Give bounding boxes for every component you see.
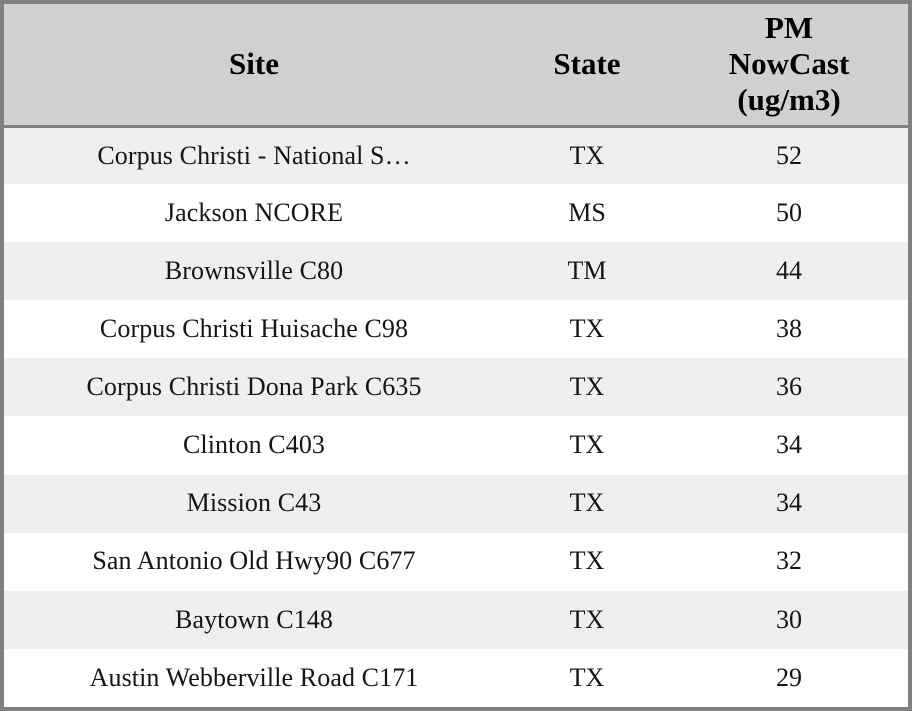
cell-pm-nowcast: 36 xyxy=(670,358,908,417)
cell-state: MS xyxy=(504,184,670,243)
cell-pm-nowcast: 52 xyxy=(670,126,908,185)
cell-site: Corpus Christi Huisache C98 xyxy=(4,300,504,359)
table-header-row: Site State PM NowCast (ug/m3) xyxy=(4,4,908,128)
cell-state: TX xyxy=(504,300,670,359)
cell-site: Baytown C148 xyxy=(4,590,504,649)
cell-site: Corpus Christi Dona Park C635 xyxy=(4,358,504,417)
cell-site: Brownsville C80 xyxy=(4,242,504,301)
cell-pm-nowcast: 38 xyxy=(670,300,908,359)
table-row[interactable]: Mission C43 TX 34 xyxy=(4,474,908,533)
cell-pm-nowcast: 34 xyxy=(670,416,908,475)
cell-state: TX xyxy=(504,590,670,649)
cell-site: Clinton C403 xyxy=(4,416,504,475)
cell-state: TX xyxy=(504,126,670,185)
column-header-pm-nowcast[interactable]: PM NowCast (ug/m3) xyxy=(670,4,908,128)
table-row[interactable]: Corpus Christi Dona Park C635 TX 36 xyxy=(4,358,908,417)
cell-state: TM xyxy=(504,242,670,301)
cell-state: TX xyxy=(504,648,670,707)
cell-pm-nowcast: 32 xyxy=(670,532,908,591)
cell-pm-nowcast: 30 xyxy=(670,590,908,649)
table-row[interactable]: Baytown C148 TX 30 xyxy=(4,590,908,649)
cell-pm-nowcast: 44 xyxy=(670,242,908,301)
table-row[interactable]: San Antonio Old Hwy90 C677 TX 32 xyxy=(4,532,908,591)
column-header-site[interactable]: Site xyxy=(4,4,504,128)
table-row[interactable]: Corpus Christi Huisache C98 TX 38 xyxy=(4,300,908,359)
cell-site: San Antonio Old Hwy90 C677 xyxy=(4,532,504,591)
cell-pm-nowcast: 34 xyxy=(670,474,908,533)
table-body: Corpus Christi - National S… TX 52 Jackson … xyxy=(4,126,908,707)
cell-state: TX xyxy=(504,358,670,417)
table-header: Site State PM NowCast (ug/m3) xyxy=(4,4,908,128)
cell-state: TX xyxy=(504,532,670,591)
table-row[interactable]: Clinton C403 TX 34 xyxy=(4,416,908,475)
cell-site: Mission C43 xyxy=(4,474,504,533)
cell-state: TX xyxy=(504,416,670,475)
cell-site: Austin Webberville Road C171 xyxy=(4,648,504,707)
table-row[interactable]: Corpus Christi - National S… TX 52 xyxy=(4,126,908,185)
cell-state: TX xyxy=(504,474,670,533)
column-header-state[interactable]: State xyxy=(504,4,670,128)
cell-site: Corpus Christi - National S… xyxy=(4,126,504,185)
cell-pm-nowcast: 29 xyxy=(670,648,908,707)
table-row[interactable]: Brownsville C80 TM 44 xyxy=(4,242,908,301)
cell-site: Jackson NCORE xyxy=(4,184,504,243)
air-quality-table: Site State PM NowCast (ug/m3) Corpus Chr… xyxy=(4,4,908,707)
table-row[interactable]: Jackson NCORE MS 50 xyxy=(4,184,908,243)
cell-pm-nowcast: 50 xyxy=(670,184,908,243)
table-row[interactable]: Austin Webberville Road C171 TX 29 xyxy=(4,648,908,707)
